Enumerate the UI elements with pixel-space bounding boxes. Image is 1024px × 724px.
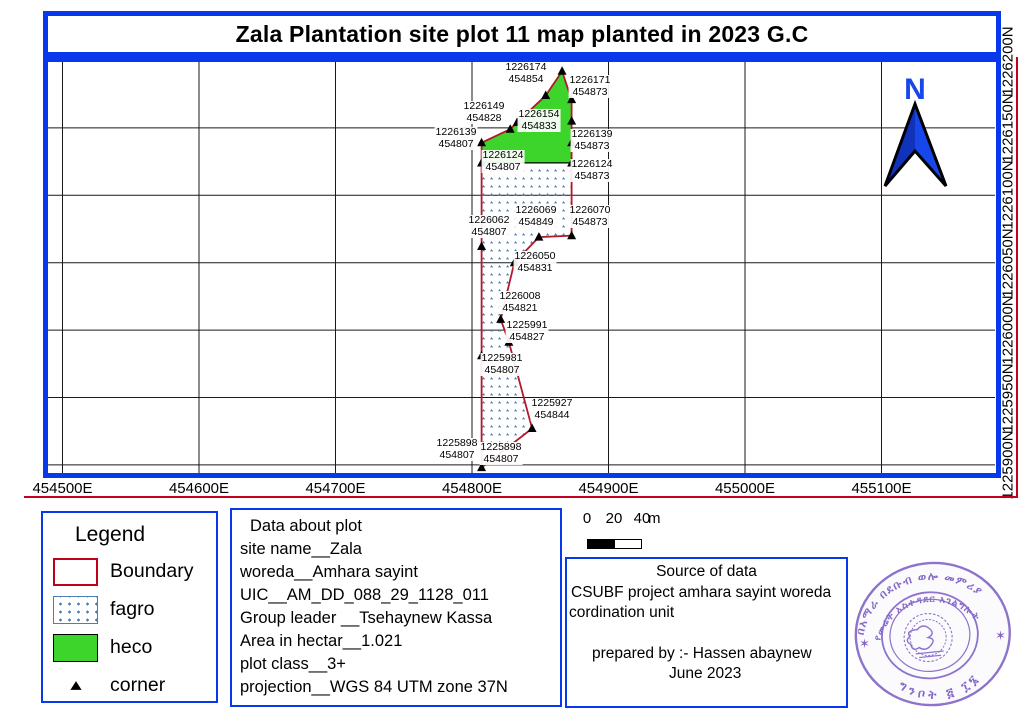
corner-swatch [53, 672, 98, 700]
boundary-swatch [53, 557, 98, 586]
corner-label: 1226124 454807 [481, 149, 525, 173]
source-line: CSUBF project amhara sayint woreda [571, 583, 832, 601]
source-line: Source of data [656, 563, 757, 580]
plot-info-line: Group leader __Tsehaynew Kassa [240, 609, 493, 627]
corner-label: 1226069 454849 [514, 204, 558, 228]
plot-info-line: woreda__Amhara sayint [240, 563, 418, 581]
corner-label: 1225898 454807 [479, 441, 523, 465]
y-axis-label: 1225950N [999, 362, 1017, 433]
x-axis-label: 454500E [32, 480, 93, 497]
title-box: Zala Plantation site plot 11 map planted… [43, 11, 1001, 57]
plot-info-line: plot class__3+ [240, 655, 346, 673]
source-line: prepared by :- Hassen abaynew [592, 644, 812, 662]
source-line: June 2023 [669, 665, 742, 682]
source-line: cordination unit [569, 604, 675, 621]
corner-label: 1225991 454827 [505, 319, 549, 343]
page-border-line-right [1016, 57, 1018, 498]
stamp-star-left-icon: ✶ [859, 636, 870, 651]
x-axis-label: 455000E [714, 480, 776, 497]
x-axis-label: 454900E [578, 480, 639, 497]
legend-item-fagro: fagro [53, 595, 216, 624]
source-box: Source of data CSUBF project amhara sayin… [565, 557, 848, 708]
x-axis-label: 454700E [305, 480, 366, 497]
scalebar-segment-black [588, 540, 615, 548]
legend-box: Legend Boundary fagro heco corner [41, 511, 218, 703]
y-axis-label: 1226150N [999, 93, 1017, 163]
legend-item-boundary: Boundary [53, 557, 216, 586]
corner-label: 1226139 454873 [570, 128, 614, 152]
legend-items: Boundary fagro heco corner [53, 557, 216, 700]
page-border-line-bottom [24, 496, 1018, 498]
scalebar: 0 20 40 m [580, 510, 690, 555]
corner-label: 1226154 454833 [517, 108, 561, 132]
stamp-star-right-icon: ✶ [995, 628, 1006, 643]
corner-label: 1226139 454807 [434, 126, 478, 150]
corner-label: 1225981 454807 [480, 352, 524, 376]
y-axis-label: 1226100N [999, 160, 1017, 230]
legend-title: Legend [75, 523, 146, 546]
y-axis-label: 1226200N [999, 25, 1017, 96]
corner-label: 1226149 454828 [462, 100, 506, 124]
plot-info-line: Data about plot [250, 517, 362, 535]
scalebar-segment-white [614, 540, 641, 548]
legend-item-corner: corner [53, 671, 216, 700]
y-axis-label: 1225900N [999, 430, 1017, 500]
plot-info-box: Data about plot site name__Zala woreda__Am… [230, 508, 562, 707]
official-stamp: በአማራ በደቡብ ወሎ መምሪያ የመሬት አስተዳደር አገልግሎት ግንቦ… [855, 561, 1011, 707]
legend-item-heco: heco [53, 633, 216, 662]
x-axis-label: 454600E [168, 480, 230, 497]
scalebar-bar [587, 539, 642, 549]
x-axis-label: 454800E [441, 480, 503, 497]
x-axis-label: 455100E [851, 480, 912, 497]
corner-marker-icon [69, 681, 82, 690]
fagro-swatch [53, 595, 98, 624]
legend-label: fagro [110, 598, 155, 620]
legend-label: corner [110, 674, 166, 696]
scalebar-unit: m [648, 510, 661, 527]
corner-label: 1226050 454831 [513, 250, 557, 274]
page-title: Zala Plantation site plot 11 map planted… [235, 20, 809, 47]
legend-label: Boundary [110, 560, 194, 582]
scalebar-tick-40: 40 [633, 510, 651, 527]
legend-label: heco [110, 636, 153, 658]
stamp-emblem [906, 625, 934, 650]
scalebar-tick-20: 20 [605, 510, 623, 527]
corner-label: 1226062 454807 [467, 214, 511, 238]
y-axis-label: 1226000N [999, 295, 1017, 365]
scalebar-tick-0: 0 [582, 510, 592, 527]
plot-info-line: site name__Zala [240, 540, 362, 558]
corner-label: 1225898 454807 [435, 437, 479, 461]
corner-label: 1226008 454821 [498, 290, 542, 314]
y-axis-label: 1226050N [999, 228, 1017, 298]
corner-label: 1226174 454854 [504, 61, 548, 85]
corner-label: 1225927 454844 [530, 397, 574, 421]
corner-label: 1226124 454873 [570, 158, 614, 182]
plot-info-line: projection__WGS 84 UTM zone 37N [240, 678, 508, 696]
plot-info-line: Area in hectar__1.021 [240, 632, 403, 650]
corner-label: 1226070 454873 [568, 204, 612, 228]
corner-label: 1226171 454873 [568, 74, 612, 98]
heco-swatch [53, 633, 98, 662]
plot-info-line: UIC__AM_DD_088_29_1128_011 [240, 586, 489, 604]
stamp-emblem-ring [903, 612, 953, 663]
